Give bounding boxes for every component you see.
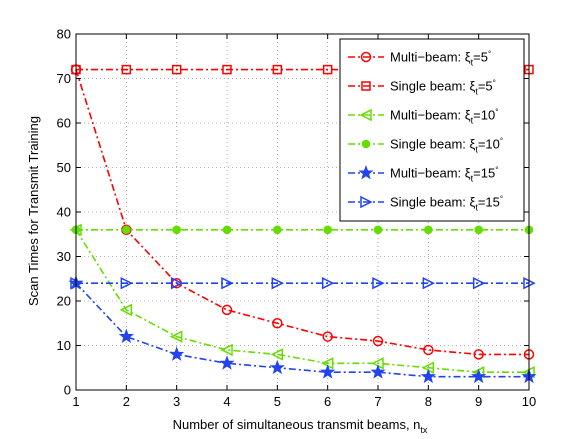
- data-point: [473, 349, 484, 360]
- data-point: [271, 276, 285, 290]
- data-point: [221, 304, 233, 316]
- x-tick-label: 7: [374, 394, 381, 409]
- x-tick-label: 5: [274, 394, 281, 409]
- legend-box: [339, 38, 525, 222]
- data-point: [273, 225, 282, 235]
- data-point: [169, 330, 183, 343]
- data-point: [272, 64, 283, 75]
- data-point: [270, 348, 284, 361]
- data-point: [120, 276, 134, 290]
- x-axis-label: Number of simultaneous transmit beams, n…: [173, 417, 428, 435]
- data-point: [169, 346, 185, 361]
- y-tick-label: 40: [57, 205, 71, 220]
- data-point: [220, 343, 233, 357]
- legend-entry-3: Multi−beam: ξt=10°: [348, 108, 498, 126]
- x-tick-label: 1: [72, 394, 79, 409]
- legend-entry-6: Single beam: ξt=15°: [348, 195, 503, 213]
- data-point: [322, 331, 333, 342]
- y-tick-label: 50: [57, 160, 71, 175]
- series-line: [75, 69, 529, 356]
- y-tick-label: 10: [57, 338, 71, 353]
- data-point: [423, 344, 434, 356]
- data-point: [221, 276, 234, 290]
- data-point: [420, 368, 436, 384]
- y-tick-label: 30: [57, 249, 71, 264]
- data-point: [119, 303, 133, 317]
- legend-entry-5: Multi−beam: ξt=15°: [348, 165, 498, 184]
- legend-label: Single beam: ξt=5°: [390, 79, 496, 97]
- y-tick-label: 20: [57, 294, 71, 309]
- data-point: [360, 51, 372, 63]
- data-point: [471, 368, 487, 384]
- series-4: [71, 225, 534, 235]
- data-point: [222, 225, 232, 235]
- x-tick-label: 8: [425, 394, 432, 409]
- data-point: [322, 64, 333, 75]
- data-point: [422, 276, 436, 290]
- axes: 1 2 3 4 5 6 7 8 9 10 0 10 20 30 40 50 60 70 80: [57, 27, 537, 410]
- data-point: [373, 225, 383, 235]
- legend-entry-1: Multi−beam: ξt=5°: [348, 50, 491, 68]
- data-point: [361, 81, 371, 91]
- data-point: [372, 335, 384, 347]
- data-point: [370, 364, 386, 379]
- data-point: [269, 359, 285, 375]
- data-point: [474, 225, 483, 235]
- data-point: [358, 165, 374, 180]
- data-point: [122, 225, 131, 235]
- data-point: [222, 64, 232, 75]
- data-point: [121, 64, 132, 75]
- series-6: [70, 276, 536, 290]
- x-tick-label: 9: [475, 394, 482, 409]
- data-point: [361, 139, 371, 149]
- data-point: [171, 64, 182, 75]
- data-point: [118, 328, 134, 344]
- data-point: [272, 318, 283, 329]
- legend-label: Single beam: ξt=10°: [390, 137, 503, 155]
- data-point: [323, 225, 332, 235]
- y-tick-label: 80: [57, 27, 71, 42]
- legend-label: Single beam: ξt=15°: [390, 195, 503, 213]
- series-line: [75, 282, 529, 378]
- y-tick-label: 0: [64, 383, 71, 398]
- legend: Multi−beam: ξt=5° Single beam: ξt=5° Multi…: [339, 38, 525, 222]
- y-axis-label: Scan Times for Transmit Training: [26, 116, 41, 306]
- x-tick-label: 3: [173, 394, 180, 409]
- data-point: [320, 364, 336, 379]
- x-tick-label: 4: [223, 394, 230, 409]
- legend-label: Multi−beam: ξt=5°: [390, 50, 491, 68]
- legend-entry-2: Single beam: ξt=5°: [348, 79, 496, 97]
- data-point: [170, 276, 184, 290]
- data-point: [172, 225, 181, 235]
- data-point: [360, 195, 373, 209]
- x-tick-label: 10: [522, 394, 536, 409]
- y-tick-label: 60: [57, 116, 71, 131]
- data-point: [359, 108, 372, 122]
- series-1: [70, 64, 535, 360]
- legend-label: Multi−beam: ξt=15°: [390, 166, 498, 184]
- data-point: [424, 225, 433, 235]
- data-point: [472, 276, 486, 290]
- data-point: [219, 355, 235, 370]
- x-tick-label: 2: [123, 394, 130, 409]
- legend-label: Multi−beam: ξt=10°: [390, 108, 498, 126]
- data-point: [321, 276, 335, 290]
- x-tick-label: 6: [324, 394, 331, 409]
- legend-entry-4: Single beam: ξt=10°: [348, 137, 503, 155]
- data-point: [372, 276, 385, 290]
- series-line: [75, 229, 529, 374]
- y-tick-label: 70: [57, 71, 71, 86]
